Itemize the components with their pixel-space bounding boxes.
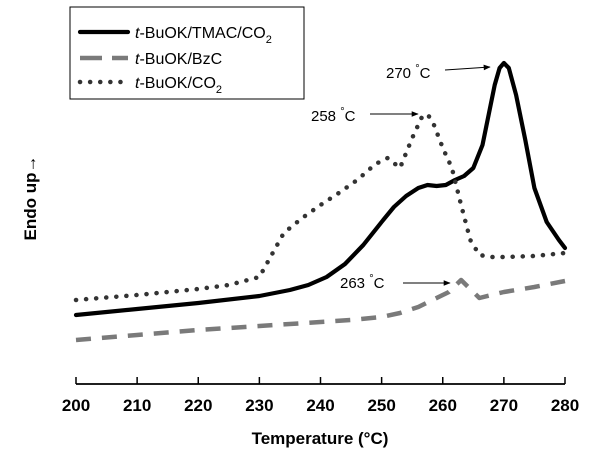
x-tick-label: 260	[429, 396, 457, 415]
annotations: 270 °C 258 °C 263 °C	[311, 63, 491, 292]
annotation-label-3: 263 °C	[340, 273, 385, 292]
y-axis-label: Endo up→	[21, 156, 40, 241]
annotation-arrow-1	[444, 64, 491, 71]
x-tick-label: 200	[62, 396, 90, 415]
legend: t-BuOK/TMAC/CO2 t-BuOK/BzC t-BuOK/CO2	[69, 6, 305, 100]
x-tick-label: 280	[551, 396, 579, 415]
legend-label-3: t-BuOK/CO2	[135, 75, 222, 96]
x-tick-label: 250	[367, 396, 395, 415]
x-axis-label: Temperature (°C)	[252, 429, 389, 448]
x-tick-label: 240	[306, 396, 334, 415]
x-axis-label-main: Temperature (°C)	[252, 429, 389, 448]
legend-label-1: t-BuOK/TMAC/CO2	[135, 25, 272, 46]
x-tick-label: 230	[245, 396, 273, 415]
x-axis-ticks: 200 210 220 230 240 250 260 270 280	[62, 377, 579, 415]
series-line-2	[75, 277, 566, 343]
annotation-label-1: 270 °C	[386, 63, 431, 82]
annotation-label-2: 258 °C	[311, 106, 356, 125]
x-tick-label: 270	[490, 396, 518, 415]
series-line-3	[73, 111, 568, 303]
series-line-1	[73, 60, 568, 318]
x-tick-label: 210	[123, 396, 151, 415]
x-tick-label: 220	[184, 396, 212, 415]
series-layer	[73, 60, 568, 343]
legend-label-2: t-BuOK/BzC	[135, 51, 222, 68]
